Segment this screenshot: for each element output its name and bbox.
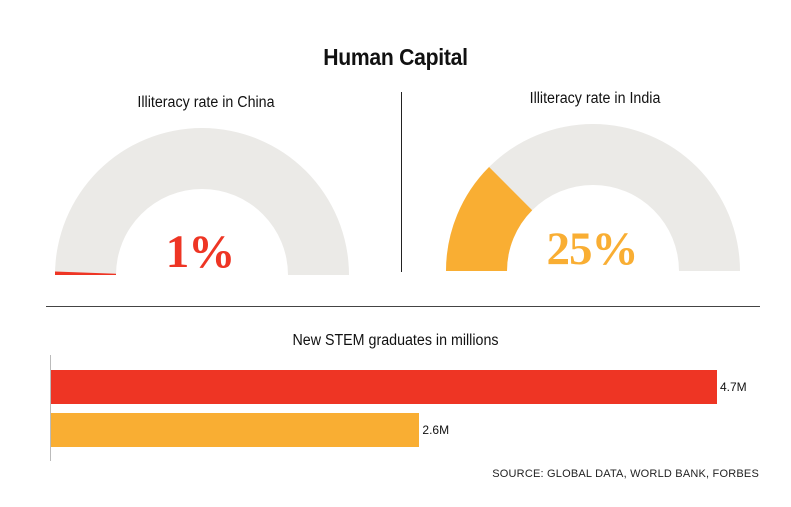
india-gauge-value: 25%	[546, 223, 639, 275]
india-illiteracy-gauge	[446, 124, 740, 271]
horizontal-divider	[46, 306, 760, 307]
source-note: SOURCE: GLOBAL DATA, WORLD BANK, FORBES	[492, 468, 759, 480]
bar-value-label-india: 2.6M	[422, 423, 450, 437]
china-gauge-fill	[55, 271, 116, 275]
china-illiteracy-gauge	[55, 128, 349, 275]
chart-title: Human Capital	[323, 44, 468, 70]
india-gauge-track	[446, 124, 740, 271]
bar-chart-title: New STEM graduates in millions	[292, 332, 499, 349]
china-gauge-track	[55, 128, 349, 275]
india-gauge-title: Illiteracy rate in India	[529, 90, 661, 107]
bar-india	[51, 413, 420, 447]
china-gauge-title: Illiteracy rate in China	[137, 94, 275, 111]
bar-axis	[50, 355, 51, 461]
vertical-divider	[401, 92, 402, 272]
bar-china	[51, 370, 717, 404]
china-gauge-value: 1%	[165, 226, 236, 278]
bar-value-label-china: 4.7M	[720, 380, 747, 394]
india-gauge-fill	[446, 167, 533, 271]
